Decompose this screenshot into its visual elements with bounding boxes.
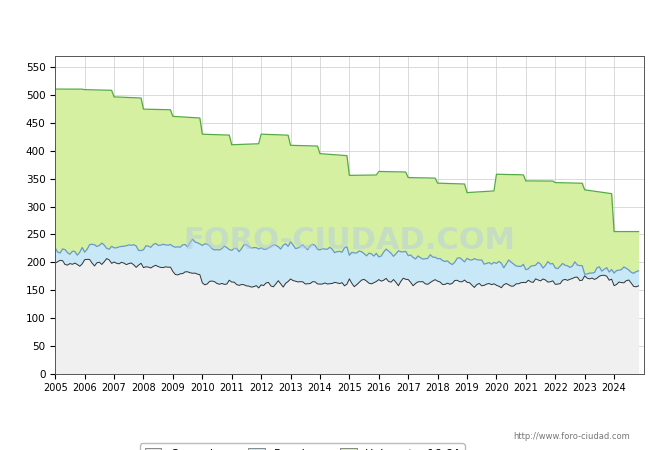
Text: FORO-CIUDAD.COM: FORO-CIUDAD.COM <box>183 226 515 255</box>
Legend: Ocupados, Parados, Hab. entre 16-64: Ocupados, Parados, Hab. entre 16-64 <box>140 443 465 450</box>
Text: Ataquines - Evolucion de la poblacion en edad de Trabajar Noviembre de 2024: Ataquines - Evolucion de la poblacion en… <box>79 17 571 30</box>
Text: http://www.foro-ciudad.com: http://www.foro-ciudad.com <box>514 432 630 441</box>
